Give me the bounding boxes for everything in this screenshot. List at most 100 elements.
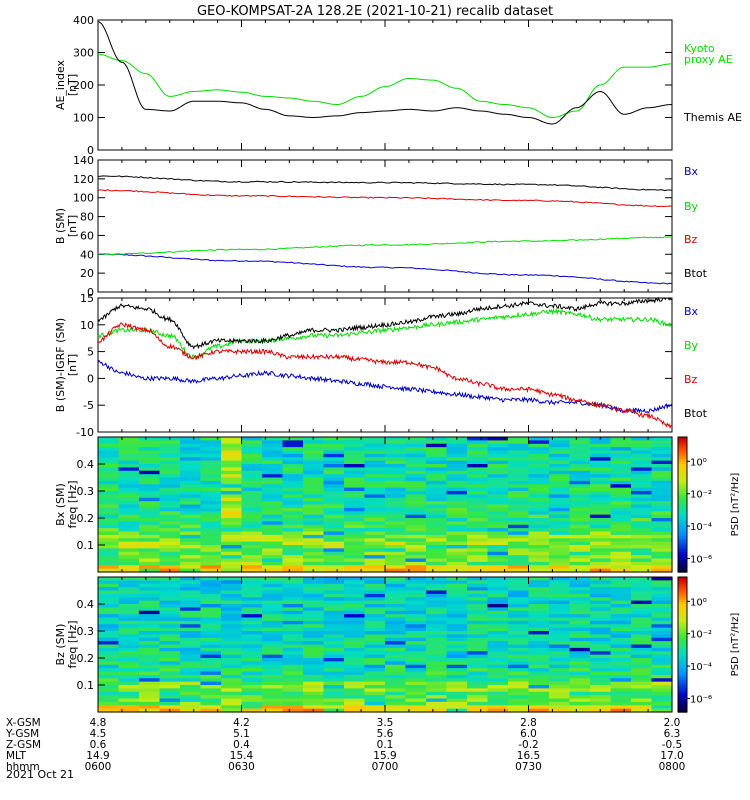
spectrogram-cell	[323, 651, 345, 656]
colorbar-segment	[678, 608, 687, 612]
legend-by: By	[684, 339, 699, 352]
spectrogram-cell	[528, 641, 550, 646]
spectrogram-cell	[221, 651, 243, 656]
spectrogram-cell	[180, 661, 202, 666]
colorbar-segment	[678, 563, 687, 566]
spectrogram-cell	[631, 453, 653, 458]
spectrogram-cell	[569, 440, 591, 445]
spectrogram-cell	[344, 610, 366, 615]
spectrogram-cell	[180, 561, 202, 566]
legend-kyoto: Kyoto	[684, 42, 715, 55]
spectrogram-cell	[344, 497, 366, 502]
spectrogram-cell	[590, 685, 612, 689]
colorbar-segment	[678, 651, 687, 655]
colorbar-segment	[678, 606, 687, 610]
spectrogram-cell	[159, 531, 181, 536]
spectrogram-cell	[549, 467, 571, 472]
spectrogram-cell	[139, 637, 161, 642]
spectrogram-cell	[344, 617, 366, 622]
spectrogram-cell	[344, 561, 366, 566]
spectrogram-cell	[569, 460, 591, 465]
spectrogram-cell	[323, 494, 345, 499]
spectrogram-cell	[569, 511, 591, 516]
spectrogram-cell	[569, 491, 591, 495]
spectrogram-cell	[426, 604, 448, 608]
spectrogram-cell	[303, 477, 325, 482]
spectrogram-cell	[631, 514, 653, 519]
spectrogram-cell	[385, 453, 407, 458]
spectrogram-cell	[200, 627, 222, 632]
spectrogram-cell	[590, 664, 612, 669]
spectrogram-cell	[487, 583, 509, 588]
spectrogram-cell	[446, 671, 468, 676]
spectrogram-cell	[323, 521, 345, 526]
spectrogram-cell	[221, 491, 243, 495]
spectrogram-cell	[569, 565, 591, 570]
colorbar-segment	[678, 520, 687, 524]
spectrogram-cell	[528, 565, 550, 570]
spectrogram-cell	[446, 651, 468, 656]
spectrogram-cell	[262, 457, 284, 462]
spectrogram-cell	[569, 671, 591, 676]
colorbar-segment	[678, 556, 687, 560]
spectrogram-cell	[549, 460, 571, 465]
spectrogram-cell	[262, 688, 284, 693]
spectrogram-cell	[364, 671, 386, 676]
spectrogram-cell	[303, 460, 325, 465]
spectrogram-cell	[159, 460, 181, 465]
spectrogram-cell	[610, 504, 632, 509]
spectrogram-cell	[508, 555, 530, 560]
spectrogram-cell	[528, 551, 550, 556]
colorbar-segment	[678, 486, 687, 490]
spectrogram-cell	[159, 705, 181, 710]
spectrogram-cell	[98, 624, 120, 629]
spectrogram-cell	[385, 491, 407, 495]
spectrogram-cell	[139, 457, 161, 462]
spectrogram-cell	[651, 558, 673, 563]
y-tick-label: 20	[80, 267, 94, 280]
spectrogram-cell	[631, 597, 653, 602]
spectrogram-cell	[364, 494, 386, 499]
spectrogram-cell	[98, 443, 120, 448]
spectrogram-cell	[323, 678, 345, 683]
spectrogram-cells	[98, 437, 673, 573]
spectrogram-cell	[590, 688, 612, 693]
spectrogram-cell	[282, 647, 304, 652]
spectrogram-cell	[282, 691, 304, 696]
spectrogram-cell	[180, 545, 202, 549]
spectrogram-cell	[344, 460, 366, 465]
spectrogram-cell	[446, 474, 468, 479]
spectrogram-cell	[528, 507, 550, 512]
spectrogram-cell	[282, 480, 304, 485]
colorbar-segment	[678, 558, 687, 562]
spectrogram-cell	[344, 668, 366, 673]
spectrogram-cell	[569, 600, 591, 605]
spectrogram-cell	[405, 644, 427, 649]
spectrogram-cell	[426, 708, 448, 713]
spectrogram-cell	[631, 501, 653, 506]
spectrogram-cell	[487, 484, 509, 489]
spectrogram-cell	[385, 688, 407, 693]
spectrogram-cell	[344, 480, 366, 485]
spectrogram-cell	[651, 531, 673, 536]
spectrogram-cell	[200, 457, 222, 462]
spectrogram-cell	[405, 664, 427, 669]
spectrogram-cell	[159, 624, 181, 629]
spectrogram-cell	[569, 577, 591, 581]
spectrogram-cell	[487, 497, 509, 502]
spectrogram-cell	[549, 614, 571, 619]
spectrogram-cell	[364, 664, 386, 669]
spectrogram-cell	[241, 641, 263, 646]
spectrogram-cell	[446, 507, 468, 512]
spectrogram-cell	[528, 577, 550, 581]
colorbar-segment	[678, 604, 687, 607]
spectrogram-cell	[569, 610, 591, 615]
spectrogram-cell	[282, 634, 304, 639]
spectrogram-cell	[467, 548, 489, 553]
spectrogram-cell	[405, 627, 427, 632]
spectrogram-cell	[282, 610, 304, 615]
spectrogram-cell	[610, 501, 632, 506]
orbit-value: 4.5	[90, 728, 107, 740]
spectrogram-cell	[651, 521, 673, 526]
spectrogram-cell	[549, 561, 571, 566]
